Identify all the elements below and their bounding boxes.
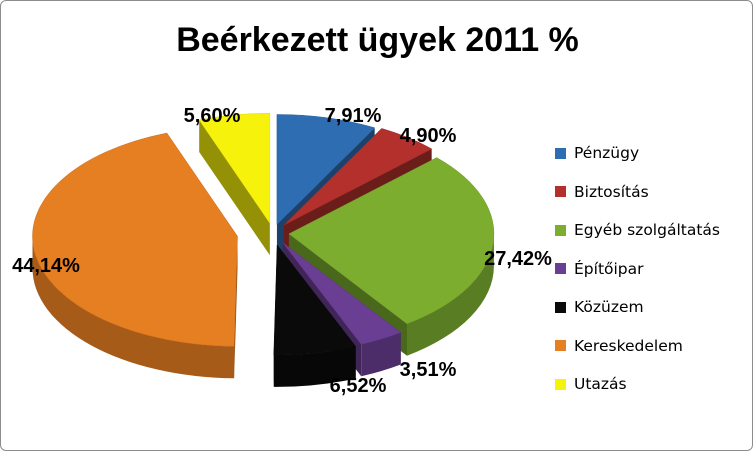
- legend-label: Közüzem: [574, 298, 644, 317]
- legend-swatch: [555, 378, 566, 390]
- chart-title: Beérkezett ügyek 2011 %: [176, 21, 579, 59]
- data-label-4: 6,52%: [330, 375, 387, 397]
- legend-swatch: [555, 224, 566, 236]
- slice-top-Kereskedelem: [32, 132, 238, 347]
- data-label-3: 3,51%: [400, 359, 457, 381]
- data-label-6: 5,60%: [184, 105, 241, 127]
- slice-top-Pénzügy: [276, 114, 376, 226]
- slice-top-Építőipar: [282, 242, 402, 345]
- legend-swatch: [555, 340, 566, 352]
- legend-item-3: Építőipar: [555, 250, 750, 289]
- legend-item-1: Biztosítás: [555, 173, 750, 212]
- pie-sides: [32, 113, 495, 387]
- chart-legend: Pénzügy Biztosítás Egyéb szolgáltatás Építő…: [555, 134, 750, 404]
- legend-item-0: Pénzügy: [555, 134, 750, 173]
- legend-label: Pénzügy: [574, 144, 640, 163]
- legend-swatch: [555, 263, 566, 275]
- legend-label: Egyéb szolgáltatás: [574, 221, 720, 240]
- data-label-2: 27,42%: [484, 248, 552, 270]
- pie-slice-4: [273, 244, 357, 387]
- slice-wall-6-0: [199, 119, 270, 256]
- slice-top-Biztosítás: [283, 128, 433, 226]
- data-label-5: 44,14%: [12, 255, 80, 277]
- pie-slice-5: [32, 132, 238, 379]
- legend-label: Utazás: [574, 375, 627, 394]
- slice-rim-3-0: [361, 332, 401, 377]
- legend-swatch: [555, 186, 566, 198]
- legend-item-2: Egyéb szolgáltatás: [555, 211, 750, 250]
- data-label-1: 4,90%: [400, 125, 457, 147]
- legend-label: Biztosítás: [574, 182, 649, 201]
- legend-label: Kereskedelem: [574, 336, 683, 355]
- slice-top-Egyéb szolgáltatás: [288, 157, 495, 325]
- legend-item-6: Utazás: [555, 365, 750, 404]
- data-label-0: 7,91%: [325, 105, 382, 127]
- legend-swatch: [555, 147, 566, 159]
- legend-item-5: Kereskedelem: [555, 327, 750, 366]
- slice-top-Közüzem: [273, 244, 357, 356]
- pie-slice-6: [198, 113, 271, 256]
- legend-swatch: [555, 301, 566, 313]
- slice-rim-4-0: [273, 346, 356, 387]
- slice-rim-2-0: [407, 233, 494, 356]
- slice-top-Utazás: [198, 113, 271, 225]
- legend-label: Építőipar: [574, 259, 644, 278]
- legend-item-4: Közüzem: [555, 288, 750, 327]
